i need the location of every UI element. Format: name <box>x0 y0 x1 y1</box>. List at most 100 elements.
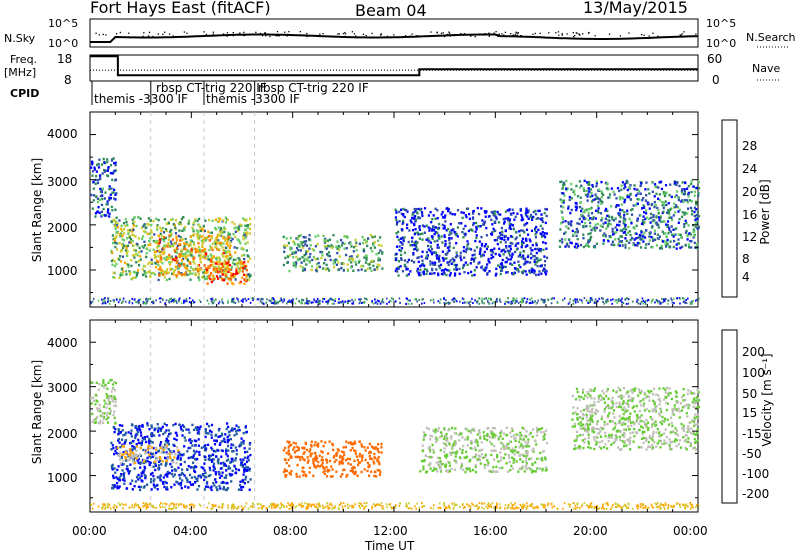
data-cell <box>149 452 152 456</box>
data-cell <box>145 247 148 251</box>
data-cell <box>526 260 529 264</box>
data-cell <box>443 234 446 237</box>
data-cell <box>158 249 161 253</box>
data-cell <box>205 236 208 240</box>
data-cell <box>525 207 528 210</box>
data-cell <box>212 255 215 258</box>
data-cell <box>441 250 444 253</box>
data-cell <box>521 216 524 219</box>
data-cell <box>521 465 524 468</box>
data-cell <box>488 436 491 439</box>
data-cell <box>151 441 154 444</box>
data-cell <box>467 229 470 233</box>
data-cell <box>239 484 242 487</box>
data-cell <box>583 189 586 192</box>
data-cell <box>585 208 588 211</box>
data-cell <box>575 234 578 237</box>
data-cell <box>204 267 208 270</box>
data-cell <box>150 261 153 264</box>
data-cell <box>108 212 111 215</box>
data-cell <box>225 448 228 451</box>
data-cell <box>241 262 244 265</box>
data-cell <box>149 219 152 222</box>
data-cell <box>113 224 116 227</box>
data-cell <box>410 244 413 247</box>
data-cell <box>249 223 252 226</box>
data-cell <box>145 275 148 278</box>
data-cell <box>230 443 233 446</box>
data-cell <box>685 412 688 415</box>
data-cell <box>293 243 296 246</box>
data-cell <box>246 466 249 469</box>
data-cell <box>175 246 179 250</box>
data-cell <box>509 449 513 452</box>
data-cell <box>179 425 182 429</box>
data-cell <box>321 251 324 254</box>
data-cell <box>132 233 135 237</box>
data-cell <box>212 469 215 472</box>
data-cell <box>166 452 169 456</box>
data-cell <box>131 448 134 451</box>
data-cell <box>635 224 638 227</box>
data-cell <box>483 220 487 223</box>
data-cell <box>598 198 601 201</box>
data-cell <box>421 259 424 262</box>
data-cell <box>345 253 348 257</box>
data-cell <box>514 237 517 241</box>
data-cell <box>203 229 206 233</box>
data-cell <box>565 179 568 183</box>
data-cell <box>164 236 167 240</box>
data-cell <box>614 205 618 209</box>
data-cell <box>626 212 629 215</box>
data-cell <box>657 186 660 189</box>
data-cell <box>378 264 381 267</box>
data-cell <box>466 468 469 471</box>
data-cell <box>412 260 416 264</box>
data-cell <box>512 228 515 231</box>
data-cell <box>123 476 126 480</box>
data-cell <box>510 255 513 259</box>
data-cell <box>130 258 133 262</box>
data-cell <box>490 257 493 260</box>
nsearch-dot <box>462 34 465 36</box>
data-cell <box>190 251 193 255</box>
data-cell <box>152 465 155 468</box>
data-cell <box>441 223 444 227</box>
data-cell <box>225 481 228 485</box>
data-cell <box>417 260 420 264</box>
data-cell <box>131 479 134 482</box>
data-cell <box>561 220 564 224</box>
data-cell <box>114 236 117 239</box>
data-cell <box>583 217 586 221</box>
data-cell <box>453 213 457 216</box>
data-cell <box>118 219 121 222</box>
data-cell <box>409 219 412 222</box>
data-cell <box>241 270 244 273</box>
data-cell <box>120 224 123 227</box>
data-cell <box>454 455 457 458</box>
data-cell <box>501 249 504 252</box>
data-cell <box>166 488 169 491</box>
data-cell <box>687 233 690 237</box>
data-cell <box>219 217 222 221</box>
data-cell <box>153 478 156 481</box>
data-cell <box>228 246 231 250</box>
data-cell <box>466 444 469 447</box>
data-cell <box>509 258 512 261</box>
data-cell <box>648 192 651 195</box>
data-cell <box>541 217 544 220</box>
data-cell <box>313 444 316 447</box>
data-cell <box>197 474 200 478</box>
data-cell <box>545 214 548 218</box>
data-cell <box>152 447 155 450</box>
data-cell <box>175 274 178 277</box>
data-cell <box>526 244 529 247</box>
data-cell <box>456 226 459 229</box>
data-cell <box>288 440 291 444</box>
data-cell <box>531 463 534 466</box>
data-cell <box>112 258 115 262</box>
data-cell <box>514 215 517 218</box>
data-cell <box>249 453 252 457</box>
data-cell <box>526 215 529 218</box>
data-cell <box>599 435 603 438</box>
